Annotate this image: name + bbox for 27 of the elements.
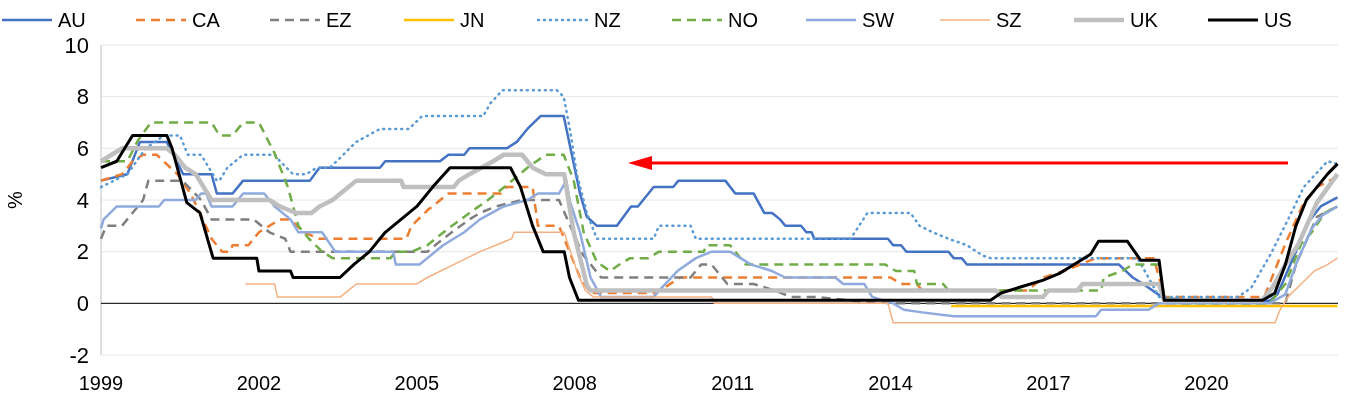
x-tick-label: 2002	[236, 372, 282, 394]
legend-label: CA	[192, 9, 221, 31]
legend-label: US	[1264, 9, 1292, 31]
legend-label: NO	[728, 9, 758, 31]
legend-label: EZ	[326, 9, 352, 31]
line-series	[244, 231, 1339, 324]
y-axis-title: %	[4, 190, 26, 209]
y-tick-label: 6	[76, 136, 89, 162]
y-tick-label: 2	[76, 239, 89, 265]
y-tick-label: -2	[69, 342, 89, 368]
y-tick-label: 8	[76, 84, 89, 110]
x-tick-label: 2017	[1026, 372, 1071, 394]
x-tick-label: 2011	[711, 372, 755, 394]
y-tick-label: 10	[64, 32, 89, 58]
x-tick-label: 2008	[552, 372, 597, 394]
legend-label: JN	[460, 9, 485, 31]
x-tick-label: 2014	[868, 372, 913, 394]
legend-label: NZ	[594, 9, 621, 31]
legend-label: SZ	[996, 9, 1022, 31]
legend-label: AU	[58, 9, 86, 31]
x-tick-label: 1999	[78, 372, 124, 394]
x-tick-label: 2005	[394, 372, 440, 394]
x-tick-label: 2020	[1184, 372, 1229, 394]
y-tick-label: 0	[76, 291, 89, 317]
y-tick-label: 4	[76, 187, 89, 213]
legend-label: SW	[862, 9, 895, 31]
legend-label: UK	[1130, 9, 1159, 31]
